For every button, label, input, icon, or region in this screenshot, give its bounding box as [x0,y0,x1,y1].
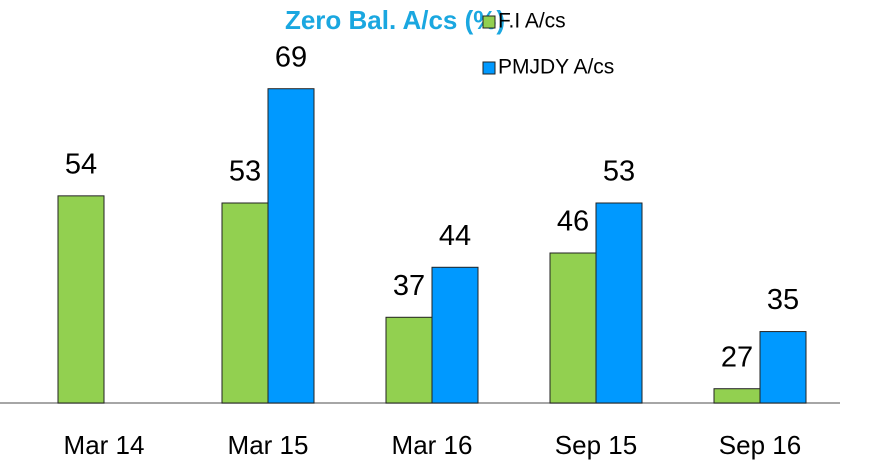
legend-swatch [482,15,496,29]
x-tick-label: Mar 14 [64,430,145,460]
data-label: 69 [275,41,307,73]
data-label: 37 [393,270,425,302]
data-label: 53 [229,156,261,188]
x-tick-label: Mar 15 [228,430,309,460]
data-label: 54 [65,149,97,181]
data-label: 35 [767,284,799,316]
bar [759,331,807,404]
x-tick-label: Sep 15 [555,430,637,460]
legend-swatch [482,61,496,75]
bar [385,316,433,404]
bar [713,388,761,404]
bar [431,266,479,404]
data-label: 44 [439,220,471,252]
legend-label: PMJDY A/cs [498,56,614,79]
x-tick-label: Mar 16 [392,430,473,460]
bar [57,195,105,404]
data-label: 27 [721,341,753,373]
data-label: 53 [603,156,635,188]
bar [267,88,315,404]
bar [549,252,597,404]
data-label: 46 [557,206,589,238]
legend-label: F.I A/cs [498,10,566,33]
bar [595,202,643,404]
bar [221,202,269,404]
x-tick-label: Sep 16 [719,430,801,460]
chart-title: Zero Bal. A/cs (%) [285,5,505,35]
